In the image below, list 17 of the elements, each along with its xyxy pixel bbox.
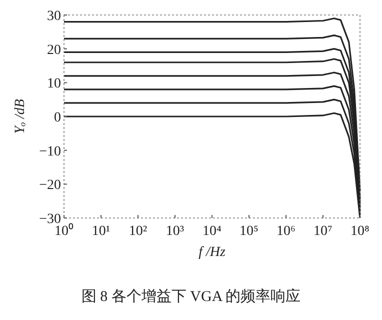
x-tick-label: 10¹ [92,224,110,239]
y-tick-label: 30 [47,9,61,24]
caption: 图 8 各个增益下 VGA 的频率响应 [81,288,301,305]
x-tick-label: 10⁶ [276,224,296,239]
y-tick-label: −20 [39,178,61,194]
x-tick-label: 10⁵ [240,224,259,239]
x-tick-label: 10² [128,224,148,239]
x-tick-label: 10⁸ [350,224,370,239]
x-tick-label: 10⁴ [202,224,222,239]
x-tick-label: 10³ [166,224,184,239]
y-axis-title: Yₒ /dB [13,98,28,134]
y-tick-label: −10 [39,144,61,160]
y-tick-label: 0 [54,110,61,126]
y-tick-label: 20 [47,42,61,58]
x-tick-label: 10⁷ [314,224,333,239]
x-axis-title: f /Hz [198,245,226,260]
y-tick-label: 10 [47,76,61,92]
